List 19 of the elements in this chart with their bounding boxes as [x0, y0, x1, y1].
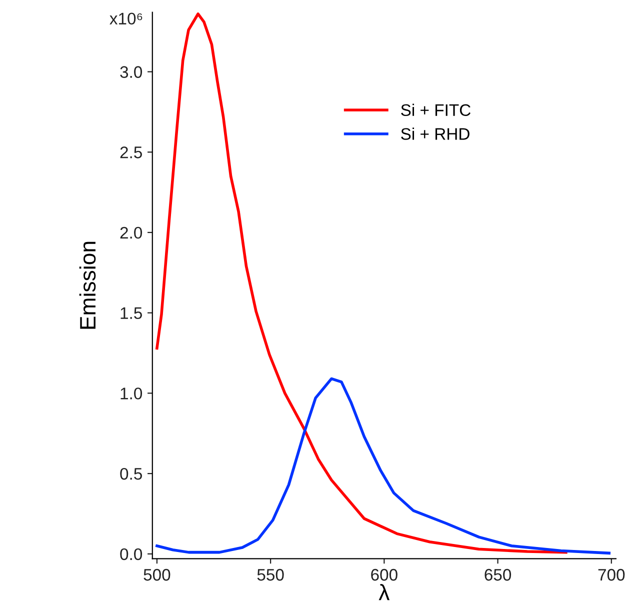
legend-label: Si + RHD [401, 128, 470, 140]
text: x10⁶ [110, 12, 142, 25]
x-tick-label: 650 [484, 568, 512, 581]
y-tick-label: 3.0 [120, 66, 142, 78]
y-tick-label: 0.0 [120, 548, 142, 560]
y-tick-label: 1.5 [120, 307, 142, 320]
y-tick-label: 2.5 [120, 146, 142, 158]
y-tick-label: 0.5 [120, 468, 142, 480]
x-tick-label: 600 [371, 568, 398, 581]
line-series [156, 377, 611, 555]
y-tick-label: 1.0 [120, 388, 142, 400]
y-tick-label: 2.0 [120, 226, 142, 239]
x-axis-title: λ [378, 584, 390, 600]
y-axis-title: Emission [79, 242, 96, 329]
x-tick-label: 700 [598, 568, 625, 581]
x-tick-label: 500 [144, 568, 170, 581]
x-tick-label: 550 [257, 568, 284, 581]
line-series [156, 12, 568, 554]
legend-label: Si + FITC [401, 104, 471, 116]
